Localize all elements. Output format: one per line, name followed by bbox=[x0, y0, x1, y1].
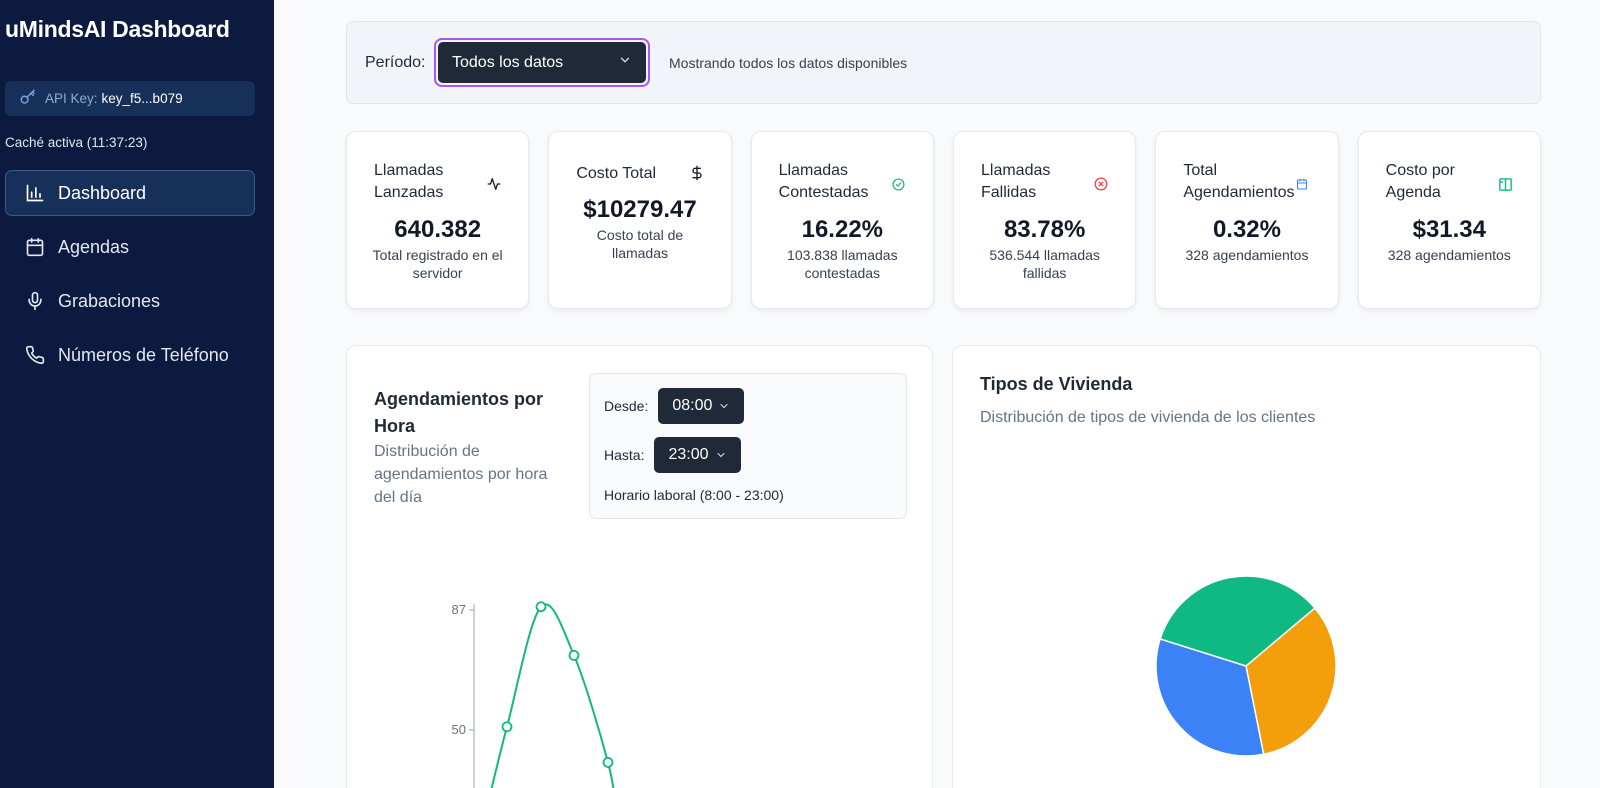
card-value: $10279.47 bbox=[583, 196, 697, 223]
series-line bbox=[490, 603, 615, 788]
card-title: Costo por Agenda bbox=[1385, 162, 1456, 201]
period-info: Mostrando todos los datos disponibles bbox=[669, 55, 908, 71]
pie-slice bbox=[1155, 638, 1265, 757]
chevron-down-icon bbox=[716, 452, 725, 458]
panel-title: Tipos de Vivienda bbox=[980, 374, 1133, 394]
from-row: Desde: 08:00 bbox=[604, 388, 745, 424]
period-select-value: Todos los datos bbox=[452, 53, 564, 71]
panel-title: Agendamientos por Hora bbox=[374, 389, 544, 436]
card-value: 83.78% bbox=[1003, 216, 1086, 243]
to-label: Hasta: bbox=[604, 447, 645, 463]
panel-subtitle: Distribución de tipos de vivienda de los… bbox=[980, 409, 1316, 426]
housing-chart-panel: Tipos de Vivienda Distribución de tipos … bbox=[952, 345, 1541, 788]
stat-card-llamadas-fallidas: Llamadas Fallidas 83.78% 536.544 llamada… bbox=[952, 131, 1137, 309]
stat-card-llamadas-lanzadas: Llamadas Lanzadas 640.382 Total registra… bbox=[346, 131, 530, 309]
api-key-value: key_f5...b079 bbox=[101, 91, 183, 106]
card-subtitle: Total registrado en el servidor bbox=[372, 247, 503, 281]
chevron-down-icon bbox=[720, 403, 729, 409]
y-tick-label: 50 bbox=[452, 722, 466, 737]
data-point bbox=[568, 650, 580, 661]
stat-card-total-agendamientos: Total Agendamientos 0.32% 328 agendamien… bbox=[1155, 131, 1339, 309]
cache-status: Caché activa (11:37:23) bbox=[5, 135, 148, 150]
sidebar: uMindsAI Dashboard API Key: key_f5...b07… bbox=[0, 0, 274, 788]
stat-cards: Llamadas Lanzadas 640.382 Total registra… bbox=[346, 131, 1541, 309]
card-title: Costo Total bbox=[576, 165, 657, 182]
from-label: Desde: bbox=[604, 398, 649, 414]
check-circle-icon bbox=[891, 176, 907, 192]
pie-slice bbox=[1159, 575, 1316, 667]
card-subtitle: 328 agendamientos bbox=[1185, 247, 1309, 263]
to-hour-select[interactable]: 23:00 bbox=[654, 437, 741, 473]
book-icon bbox=[1498, 176, 1514, 192]
card-title: Llamadas Fallidas bbox=[980, 162, 1051, 201]
pie-slice bbox=[1245, 606, 1337, 756]
to-hour-value: 23:00 bbox=[668, 446, 709, 463]
activity-icon bbox=[486, 176, 502, 192]
stat-card-costo-por-agenda: Costo por Agenda $31.34 328 agendamiento… bbox=[1357, 131, 1541, 309]
data-point bbox=[602, 757, 614, 768]
period-filter-bar: Período: Todos los datos Mostrando todos… bbox=[346, 21, 1541, 104]
x-circle-icon bbox=[1093, 176, 1109, 192]
sidebar-item-label: Números de Teléfono bbox=[58, 344, 229, 365]
card-value: $31.34 bbox=[1412, 216, 1486, 243]
card-subtitle: 536.544 llamadas fallidas bbox=[989, 247, 1100, 281]
hourly-chart-panel: Agendamientos por Hora Distribución de a… bbox=[346, 345, 933, 788]
sidebar-item-label: Dashboard bbox=[58, 182, 147, 203]
card-value: 16.22% bbox=[801, 216, 884, 243]
sidebar-item-numeros[interactable]: Números de Teléfono bbox=[5, 332, 255, 378]
sidebar-item-agendas[interactable]: Agendas bbox=[5, 224, 255, 270]
to-row: Hasta: 23:00 bbox=[604, 437, 741, 473]
bar-chart-icon bbox=[24, 182, 46, 204]
sidebar-item-label: Grabaciones bbox=[58, 290, 161, 311]
card-title: Llamadas Lanzadas bbox=[374, 162, 444, 201]
hours-filter: Desde: 08:00 Hasta: 23:00 Horario labora… bbox=[589, 373, 907, 519]
key-icon bbox=[19, 88, 37, 109]
housing-pie-chart bbox=[1155, 575, 1337, 757]
sidebar-nav: Dashboard Agendas Grabaciones Números de… bbox=[5, 170, 255, 386]
stat-card-llamadas-contestadas: Llamadas Contestadas 16.22% 103.838 llam… bbox=[750, 131, 934, 309]
hourly-line-chart: 87 50 bbox=[452, 601, 615, 788]
y-tick-label: 87 bbox=[452, 602, 466, 617]
card-title: Total Agendamientos bbox=[1183, 162, 1295, 201]
card-value: 640.382 bbox=[394, 216, 482, 243]
stat-card-costo-total: Costo Total $10279.47 Costo total de lla… bbox=[548, 131, 732, 309]
api-key-label: API Key: bbox=[45, 91, 98, 106]
card-title: Llamadas Contestadas bbox=[778, 162, 869, 201]
period-select[interactable]: Todos los datos bbox=[434, 38, 650, 87]
sidebar-item-dashboard[interactable]: Dashboard bbox=[5, 170, 255, 216]
period-label: Período: bbox=[365, 54, 426, 71]
data-point bbox=[501, 721, 513, 733]
phone-icon bbox=[24, 344, 46, 366]
app-title: uMindsAI Dashboard bbox=[5, 16, 230, 42]
api-key-box: API Key: key_f5...b079 bbox=[5, 81, 255, 116]
dollar-icon bbox=[689, 165, 705, 181]
data-point bbox=[535, 601, 547, 613]
hours-note: Horario laboral (8:00 - 23:00) bbox=[604, 487, 784, 503]
calendar-icon bbox=[24, 236, 46, 258]
card-subtitle: 103.838 llamadas contestadas bbox=[787, 247, 898, 281]
from-hour-value: 08:00 bbox=[672, 397, 713, 414]
microphone-icon bbox=[24, 290, 46, 312]
panel-subtitle: Distribución de agendamientos por hora d… bbox=[374, 443, 548, 506]
sidebar-item-grabaciones[interactable]: Grabaciones bbox=[5, 278, 255, 324]
from-hour-select[interactable]: 08:00 bbox=[658, 388, 745, 424]
card-subtitle: 328 agendamientos bbox=[1387, 247, 1511, 263]
sidebar-item-label: Agendas bbox=[58, 236, 130, 257]
card-subtitle: Costo total de llamadas bbox=[596, 227, 684, 261]
calendar-icon bbox=[1294, 176, 1310, 192]
chevron-down-icon bbox=[618, 53, 632, 72]
card-value: 0.32% bbox=[1212, 216, 1281, 243]
